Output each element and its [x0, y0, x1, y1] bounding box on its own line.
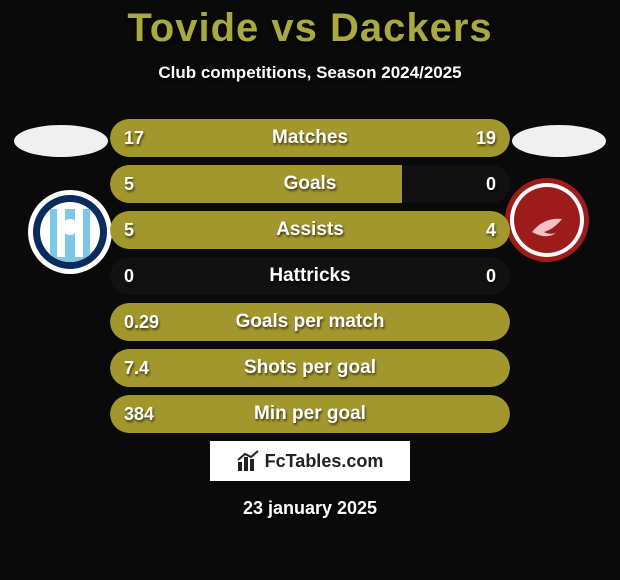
player-ellipse-left [14, 125, 108, 157]
player-ellipse-right [512, 125, 606, 157]
branding-badge: FcTables.com [210, 441, 410, 481]
stat-label: Matches [110, 119, 510, 157]
club-crest-left [27, 189, 113, 275]
stat-row: 00Hattricks [110, 257, 510, 295]
page-title: Tovide vs Dackers [0, 0, 620, 51]
stat-label: Goals per match [110, 303, 510, 341]
stat-row: 50Goals [110, 165, 510, 203]
club-crest-right [504, 177, 590, 263]
stat-label: Hattricks [110, 257, 510, 295]
branding-text: FcTables.com [265, 451, 384, 472]
chart-icon [237, 450, 259, 472]
stat-label: Min per goal [110, 395, 510, 433]
stats-panel: 1719Matches 50Goals 54Assists 00Hattricks 0.… [110, 119, 510, 441]
stat-label: Goals [110, 165, 510, 203]
stat-row: 1719Matches [110, 119, 510, 157]
subtitle: Club competitions, Season 2024/2025 [0, 63, 620, 83]
stat-label: Assists [110, 211, 510, 249]
stat-label: Shots per goal [110, 349, 510, 387]
crest-left-svg [27, 189, 113, 275]
stat-row: 384Min per goal [110, 395, 510, 433]
crest-right-svg [504, 177, 590, 263]
stat-row: 0.29Goals per match [110, 303, 510, 341]
stat-row: 7.4Shots per goal [110, 349, 510, 387]
stat-row: 54Assists [110, 211, 510, 249]
date-text: 23 january 2025 [0, 498, 620, 519]
